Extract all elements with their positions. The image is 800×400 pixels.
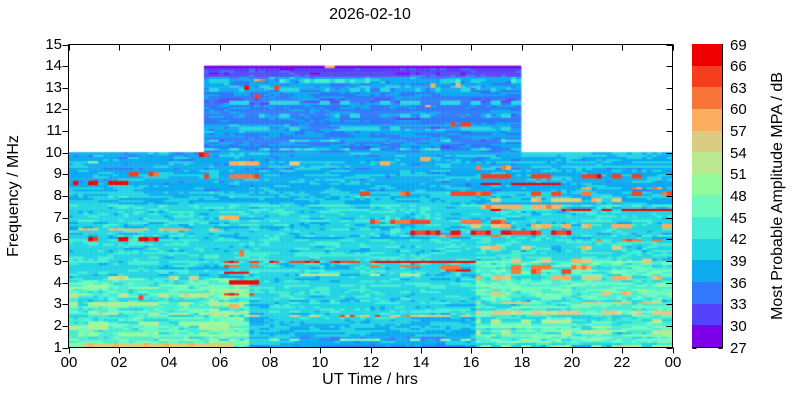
colorbar-segment: [692, 260, 722, 283]
x-tick-label: 20: [563, 354, 581, 371]
colorbar-tick-label: 57: [730, 123, 747, 140]
colorbar-tick-label: 45: [730, 210, 747, 227]
colorbar-segment: [692, 130, 722, 153]
y-axis-label: Frequency / MHz: [5, 135, 22, 257]
colorbar-segment: [692, 65, 722, 88]
colorbar-segment: [692, 238, 722, 261]
x-tick-label: 00: [60, 354, 78, 371]
colorbar-tick-label: 54: [730, 145, 747, 162]
colorbar-segment: [692, 217, 722, 239]
colorbar-tick-label: 42: [730, 231, 747, 248]
y-tick-label: 13: [45, 79, 62, 96]
y-tick-label: 10: [45, 144, 62, 161]
x-tick-label: 12: [362, 354, 380, 371]
colorbar-tick-label: 30: [730, 318, 747, 335]
x-tick-label: 10: [311, 354, 329, 371]
y-tick-label: 14: [45, 57, 62, 74]
y-tick-label: 9: [53, 165, 62, 182]
colorbar-tick-label: 66: [730, 58, 747, 75]
colorbar-tick-label: 36: [730, 275, 747, 292]
colorbar-tick-label: 27: [730, 340, 747, 357]
x-tick-label: 18: [513, 354, 531, 371]
colorbar-segment: [692, 87, 722, 109]
colorbar-segment: [692, 152, 722, 174]
y-tick-label: 3: [53, 295, 62, 312]
colorbar-tick-label: 60: [730, 101, 747, 118]
spectrogram-heatmap: [68, 44, 672, 347]
y-tick-label: 8: [53, 187, 62, 204]
x-tick-label: 22: [613, 354, 631, 371]
colorbar: [692, 44, 722, 347]
colorbar-tick-label: 69: [730, 37, 747, 54]
colorbar-segment: [692, 44, 722, 66]
colorbar-tick-label: 51: [730, 166, 747, 183]
colorbar-segment: [692, 325, 722, 347]
y-tick-label: 5: [53, 252, 62, 269]
y-tick-label: 2: [53, 317, 62, 334]
x-tick-label: 04: [160, 354, 178, 371]
colorbar-segment: [692, 173, 722, 196]
colorbar-tick-label: 33: [730, 296, 747, 313]
x-tick-label: 14: [412, 354, 430, 371]
y-tick-label: 4: [53, 274, 62, 291]
colorbar-segment: [692, 108, 722, 131]
colorbar-tick-label: 63: [730, 80, 747, 97]
x-tick-label: 06: [211, 354, 229, 371]
y-tick-label: 12: [45, 100, 62, 117]
y-tick-label: 11: [46, 122, 62, 139]
colorbar-segment: [692, 195, 722, 218]
y-tick-label: 15: [45, 36, 62, 53]
x-tick-label: 08: [261, 354, 279, 371]
colorbar-segment: [692, 282, 722, 304]
y-tick-label: 7: [53, 209, 62, 226]
colorbar-segment: [692, 303, 722, 326]
page-title: 2026-02-10: [329, 6, 411, 23]
x-tick-label: 16: [462, 354, 480, 371]
y-tick-label: 1: [53, 339, 62, 356]
colorbar-tick-label: 39: [730, 253, 747, 270]
x-axis-label: UT Time / hrs: [322, 371, 418, 388]
colorbar-tick-label: 48: [730, 188, 747, 205]
y-tick-label: 6: [53, 230, 62, 247]
x-tick-label: 02: [110, 354, 128, 371]
x-tick-label: 00: [664, 354, 682, 371]
colorbar-label: Most Probable Amplitude MPA / dB: [769, 72, 786, 320]
